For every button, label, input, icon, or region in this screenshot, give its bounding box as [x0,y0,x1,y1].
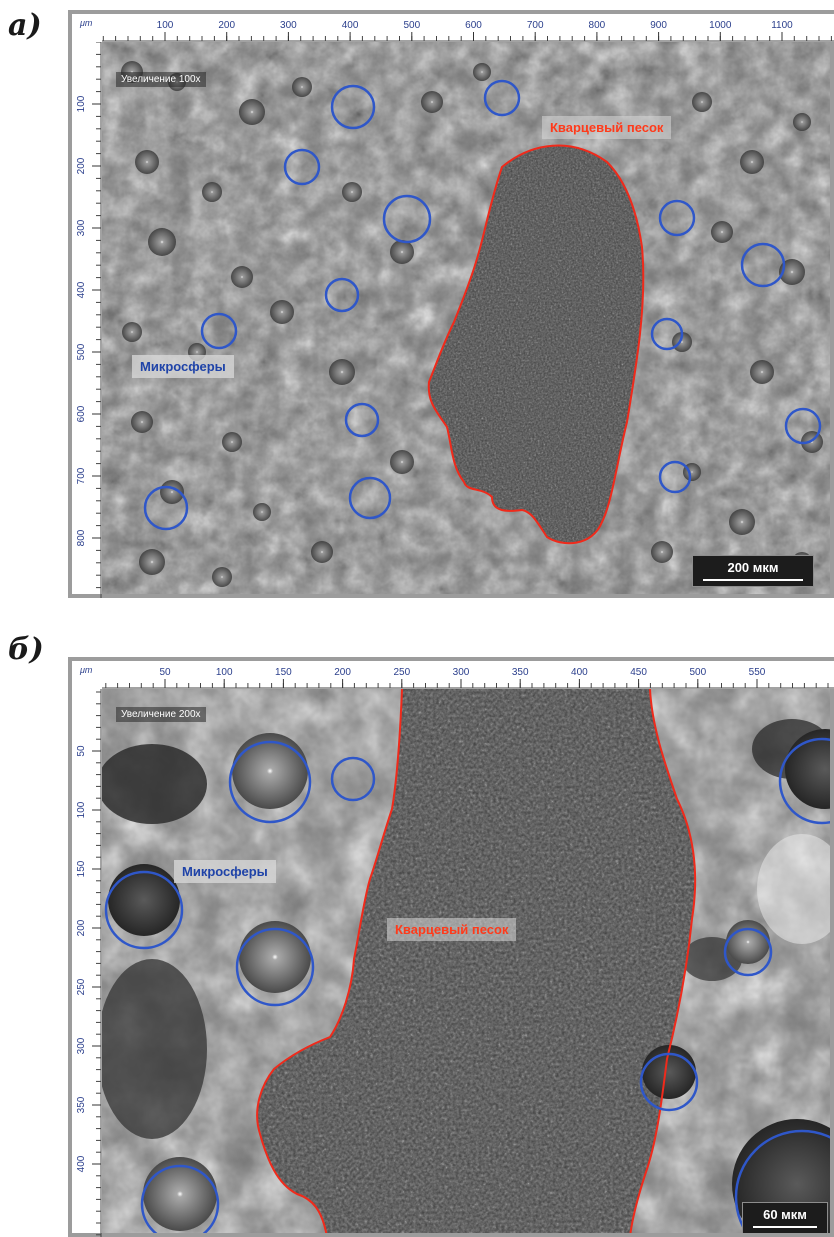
ruler-left-tick-label: 200 [76,157,87,174]
ruler-top-tick-label: 450 [630,667,647,678]
magnification-tag-b: Увеличение 200x [116,707,206,722]
ruler-left-b: 50 100 150 200 250 300 350 400 [72,689,102,1233]
ruler-top-tick-label: 800 [589,20,606,31]
sample-image-a [102,42,830,594]
ruler-top-tick-label: 400 [571,667,588,678]
ruler-left-a: 100 200 300 400 500 600 700 800 [72,42,102,594]
panel-b-label: б) [8,632,44,667]
scale-bar-a-label: 200 мкм [727,560,778,575]
ruler-top-a: μm 100 200 300 400 500 600 700 800 900 1000 1100 [72,14,834,42]
ruler-top-tick-label: 300 [453,667,470,678]
microspheres-label-b: Микросферы [174,860,276,883]
scale-bar-b-line [753,1226,817,1228]
ruler-left-tick-label: 100 [76,95,87,112]
ruler-top-tick-label: 1100 [771,20,793,31]
ruler-left-tick-label: 600 [76,405,87,422]
ruler-top-tick-label: 550 [749,667,766,678]
ruler-left-tick-label: 250 [76,978,87,995]
scale-bar-b-label: 60 мкм [763,1207,807,1222]
panel-a-label: а) [8,8,42,43]
ruler-top-tick-label: 600 [465,20,482,31]
ruler-top-tick-label: 200 [218,20,235,31]
ruler-left-tick-label: 700 [76,467,87,484]
scale-bar-a-line [703,579,803,581]
sand-label-a: Кварцевый песок [542,116,671,139]
ruler-top-a-ticks: 100 200 300 400 500 600 700 800 900 1000 1100 [72,14,834,42]
ruler-top-tick-label: 500 [403,20,420,31]
micrograph-b: μm 50 100 150 200 250 300 350 400 450 500 550 50 10… [68,657,834,1237]
ruler-top-tick-label: 200 [334,667,351,678]
ruler-top-tick-label: 500 [689,667,706,678]
micrograph-a: μm 100 200 300 400 500 600 700 800 900 1000 1100 1… [68,10,834,598]
magnification-tag-a: Увеличение 100x [116,72,206,87]
ruler-left-tick-label: 100 [76,801,87,818]
micrograph-image-a: Увеличение 100x Микросферы Кварцевый пес… [102,42,834,594]
sand-label-b: Кварцевый песок [387,918,516,941]
ruler-left-tick-label: 500 [76,343,87,360]
scale-bar-b: 60 мкм [742,1202,828,1233]
ruler-left-tick-label: 50 [76,745,87,757]
ruler-left-b-ticks: 50 100 150 200 250 300 350 400 [72,689,102,1237]
ruler-left-tick-label: 300 [76,1037,87,1054]
ruler-top-tick-label: 100 [216,667,233,678]
scale-bar-a: 200 мкм [692,555,814,587]
sample-image-b [102,689,830,1233]
unit-label-b: μm [80,665,92,675]
ruler-top-tick-label: 250 [393,667,410,678]
ruler-top-b-ticks: 50 100 150 200 250 300 350 400 450 500 550 [72,661,834,689]
ruler-left-tick-label: 400 [76,281,87,298]
ruler-top-tick-label: 100 [157,20,174,31]
ruler-top-tick-label: 1000 [709,20,732,31]
microspheres-label-a: Микросферы [132,355,234,378]
ruler-left-tick-label: 800 [76,529,87,546]
ruler-left-tick-label: 150 [76,860,87,877]
ruler-top-b: μm 50 100 150 200 250 300 350 400 450 500 550 [72,661,834,689]
ruler-left-tick-label: 350 [76,1096,87,1113]
ruler-top-tick-label: 150 [275,667,292,678]
ruler-top-tick-label: 700 [527,20,544,31]
unit-label-a: μm [80,18,92,28]
ruler-top-tick-label: 900 [650,20,667,31]
ruler-left-tick-label: 400 [76,1155,87,1172]
ruler-left-tick-label: 200 [76,919,87,936]
ruler-top-tick-label: 400 [342,20,359,31]
ruler-left-tick-label: 300 [76,219,87,236]
ruler-top-tick-label: 350 [512,667,529,678]
ruler-top-tick-label: 300 [280,20,297,31]
ruler-top-tick-label: 50 [159,667,171,678]
ruler-left-a-ticks: 100 200 300 400 500 600 700 800 [72,42,102,598]
micrograph-image-b: Увеличение 200x Микросферы Кварцевый пес… [102,689,834,1233]
